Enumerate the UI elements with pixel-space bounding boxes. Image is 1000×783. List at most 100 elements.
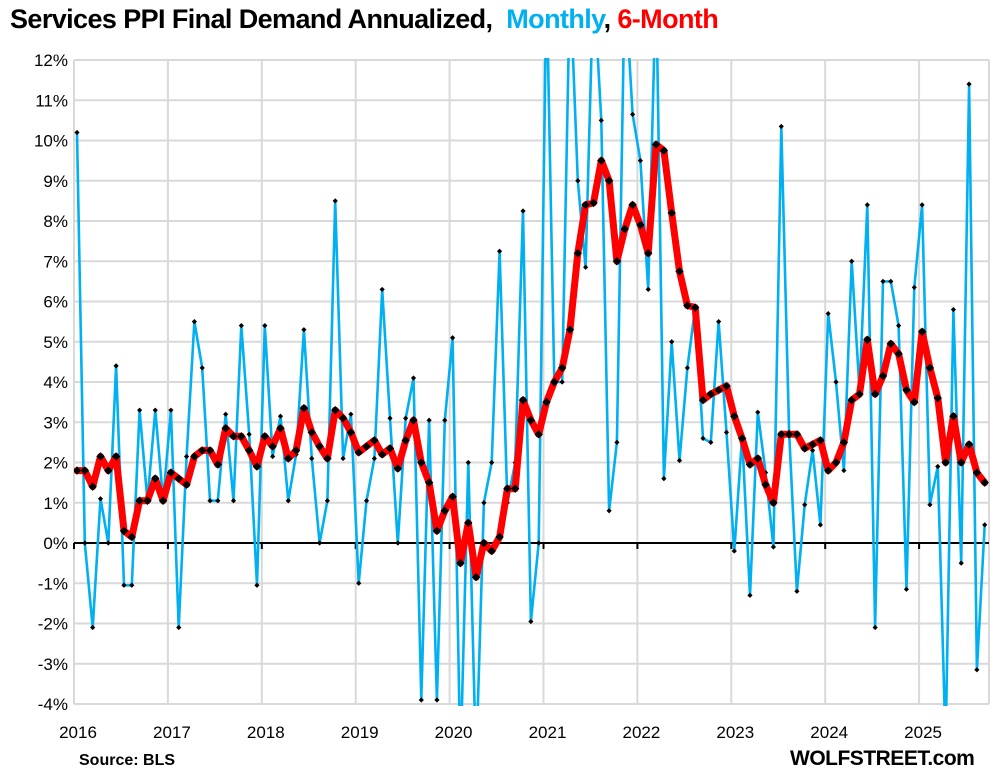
x-tick-label: 2016: [59, 723, 97, 742]
monthly-point: [168, 407, 174, 413]
monthly-point: [434, 697, 440, 703]
six-month-point: [604, 176, 614, 185]
monthly-point: [332, 198, 338, 204]
six-month-point: [808, 440, 817, 449]
monthly-point: [935, 463, 941, 470]
six-month-point: [714, 385, 723, 395]
legend-six-month: 6-Month: [617, 4, 719, 34]
monthly-point: [270, 453, 276, 460]
x-tick-label: 2017: [153, 723, 191, 742]
six-month-point: [315, 442, 324, 451]
y-tick-label: -4%: [38, 695, 68, 714]
monthly-point: [316, 540, 323, 546]
monthly-point: [90, 624, 96, 631]
monthly-point: [802, 502, 808, 508]
six-month-point: [74, 466, 82, 475]
six-month-point: [479, 538, 489, 548]
x-tick-label: 2023: [716, 723, 754, 742]
monthly-point: [183, 453, 190, 460]
x-tick-label: 2025: [904, 723, 942, 742]
six-month-point: [237, 432, 246, 441]
monthly-point: [583, 264, 589, 270]
six-month-point: [252, 462, 262, 471]
six-month-point: [190, 452, 199, 461]
monthly-point: [223, 411, 229, 417]
six-month-point: [135, 496, 144, 505]
six-month-point: [612, 257, 622, 266]
monthly-point: [74, 129, 80, 136]
six-month-point: [847, 395, 856, 405]
six-month-point: [377, 450, 387, 459]
six-month-point: [291, 446, 301, 455]
monthly-point: [849, 258, 855, 264]
monthly-point: [246, 431, 252, 437]
monthly-point: [833, 379, 839, 385]
six-month-point: [464, 518, 473, 528]
monthly-point: [152, 407, 158, 413]
title-prefix: Services PPI Final Demand Annualized,: [10, 4, 493, 34]
monthly-point: [708, 439, 714, 445]
monthly-point: [371, 455, 377, 462]
monthly-point: [473, 762, 478, 767]
y-tick-label: 9%: [43, 172, 68, 191]
monthly-point: [637, 158, 643, 164]
six-month-point: [800, 444, 809, 453]
six-month-point: [917, 327, 927, 336]
monthly-point: [403, 415, 409, 421]
six-month-point: [362, 442, 371, 451]
zero-axis: [73, 542, 989, 549]
monthly-point: [598, 117, 604, 123]
six-month-point: [244, 446, 254, 455]
six-month-point: [878, 371, 888, 381]
monthly-point: [528, 618, 534, 625]
six-month-point: [158, 496, 168, 505]
six-month-point: [213, 460, 223, 469]
six-month-point: [495, 532, 504, 542]
source-note: Source: BLS: [79, 752, 176, 769]
six-month-point: [573, 249, 582, 258]
monthly-point: [426, 417, 432, 423]
monthly-point: [262, 323, 268, 329]
monthly-point: [700, 435, 706, 441]
six-month-point: [174, 474, 183, 483]
six-month-point: [417, 458, 426, 467]
six-month-point: [589, 198, 598, 208]
six-month-point: [182, 480, 191, 489]
six-month-point: [777, 430, 786, 439]
six-month-point: [393, 464, 403, 473]
six-month-point: [644, 249, 653, 258]
monthly-point: [809, 447, 816, 454]
six-month-point: [980, 478, 989, 487]
y-tick-label: 6%: [43, 293, 68, 312]
six-month-point: [683, 301, 692, 310]
six-month-point: [886, 339, 895, 348]
monthly-point: [207, 498, 213, 504]
monthly-point: [137, 407, 143, 413]
monthly-point: [911, 284, 917, 291]
y-tick-label: 12%: [34, 51, 68, 70]
monthly-point: [254, 582, 260, 588]
monthly-point: [606, 508, 612, 514]
monthly-point: [215, 498, 221, 504]
chart-title: Services PPI Final Demand Annualized, Mo…: [10, 4, 719, 35]
six-month-point: [119, 526, 129, 536]
six-month-point: [198, 446, 207, 455]
six-month-point: [628, 200, 637, 210]
monthly-point: [794, 588, 800, 594]
six-month-point: [706, 389, 716, 399]
monthly-point: [301, 327, 307, 333]
six-month-point: [260, 432, 269, 441]
monthly-point: [363, 498, 370, 504]
six-month-point: [370, 436, 379, 445]
monthly-point: [309, 455, 315, 462]
monthly-point: [880, 278, 886, 284]
x-tick-label: 2024: [810, 723, 848, 742]
six-month-point: [839, 438, 849, 447]
x-axis-ticks: 2016 2017 2018 2019 2020 2021 2022 2023 2024 2025: [59, 723, 942, 742]
monthly-point: [520, 208, 526, 214]
y-tick-label: -3%: [38, 655, 68, 674]
monthly-point: [927, 502, 933, 508]
six-month-point: [769, 498, 778, 507]
monthly-point: [82, 540, 88, 546]
